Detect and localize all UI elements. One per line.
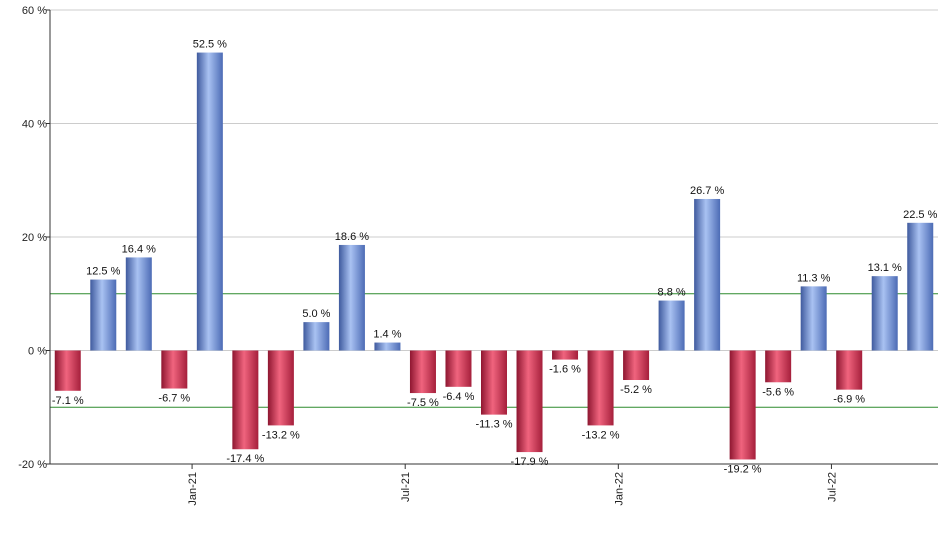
data-label: -6.9 %: [833, 394, 865, 406]
data-label: 16.4 %: [122, 243, 156, 255]
bar: [374, 342, 401, 351]
data-label: 8.8 %: [658, 287, 686, 299]
bar: [161, 350, 188, 389]
data-label: 52.5 %: [193, 39, 227, 51]
y-tick-label: 40 %: [22, 119, 47, 131]
bar: [765, 350, 792, 383]
bar: [267, 350, 294, 426]
data-label: -1.6 %: [549, 364, 581, 376]
data-labels: -7.1 % 12.5 %16.4 % -6.7 % 52.5 % -17.4 % -13…: [52, 39, 938, 476]
bar: [800, 286, 827, 351]
x-tick-label: Jan-21: [187, 472, 199, 506]
x-tick-label: Jan-22: [613, 472, 625, 506]
bar: [552, 350, 579, 360]
bar: [481, 350, 507, 415]
y-tick-label: 60 %: [22, 5, 47, 17]
bar: [907, 222, 934, 351]
data-label: -17.9 %: [511, 456, 549, 468]
data-label: 11.3 %: [797, 272, 831, 284]
data-label: -17.4 %: [226, 453, 264, 465]
bar: [445, 350, 472, 387]
x-tick-label: Jul-21: [400, 472, 412, 502]
bar: [729, 350, 756, 460]
bar: [658, 300, 685, 351]
data-label: 26.7 %: [690, 185, 724, 197]
data-label: -13.2 %: [262, 429, 300, 441]
bar: [54, 350, 81, 391]
y-tick-label: 20 %: [22, 232, 47, 244]
bar: [409, 350, 436, 394]
bar: [338, 244, 365, 351]
data-label: 1.4 %: [373, 329, 401, 341]
data-label: -19.2 %: [724, 463, 762, 475]
data-label: -6.7 %: [158, 393, 190, 405]
data-label: 18.6 %: [335, 231, 369, 243]
y-tick-label: 0 %: [28, 346, 47, 358]
bar: [125, 257, 152, 351]
data-label: -7.5 %: [407, 397, 439, 409]
data-label: -11.3 %: [475, 419, 512, 431]
bar: [836, 350, 863, 390]
bar: [196, 52, 223, 351]
bar: [871, 276, 898, 351]
bar: [90, 279, 117, 351]
data-label: 13.1 %: [868, 262, 902, 274]
bar: [587, 350, 614, 426]
bar: [232, 350, 259, 450]
data-label: 5.0 %: [302, 308, 330, 320]
data-label: -5.2 %: [620, 384, 652, 396]
axes: 60 % 40 % 20 % 0 % -20 % Jan-21 Jul-21 Jan-22 Ju…: [18, 5, 938, 506]
bars: [54, 52, 934, 460]
bar: [694, 198, 721, 351]
bar: [623, 350, 650, 381]
bar: [303, 322, 330, 351]
data-label: 22.5 %: [903, 209, 937, 221]
data-label: -6.4 %: [443, 391, 475, 403]
x-tick-label: Jul-22: [826, 472, 838, 502]
data-label: -7.1 %: [52, 395, 84, 407]
data-label: -13.2 %: [582, 429, 620, 441]
y-tick-label: -20 %: [18, 459, 47, 471]
data-label: -5.6 %: [762, 386, 794, 398]
data-label: 12.5 %: [86, 266, 120, 278]
bar: [516, 350, 543, 453]
